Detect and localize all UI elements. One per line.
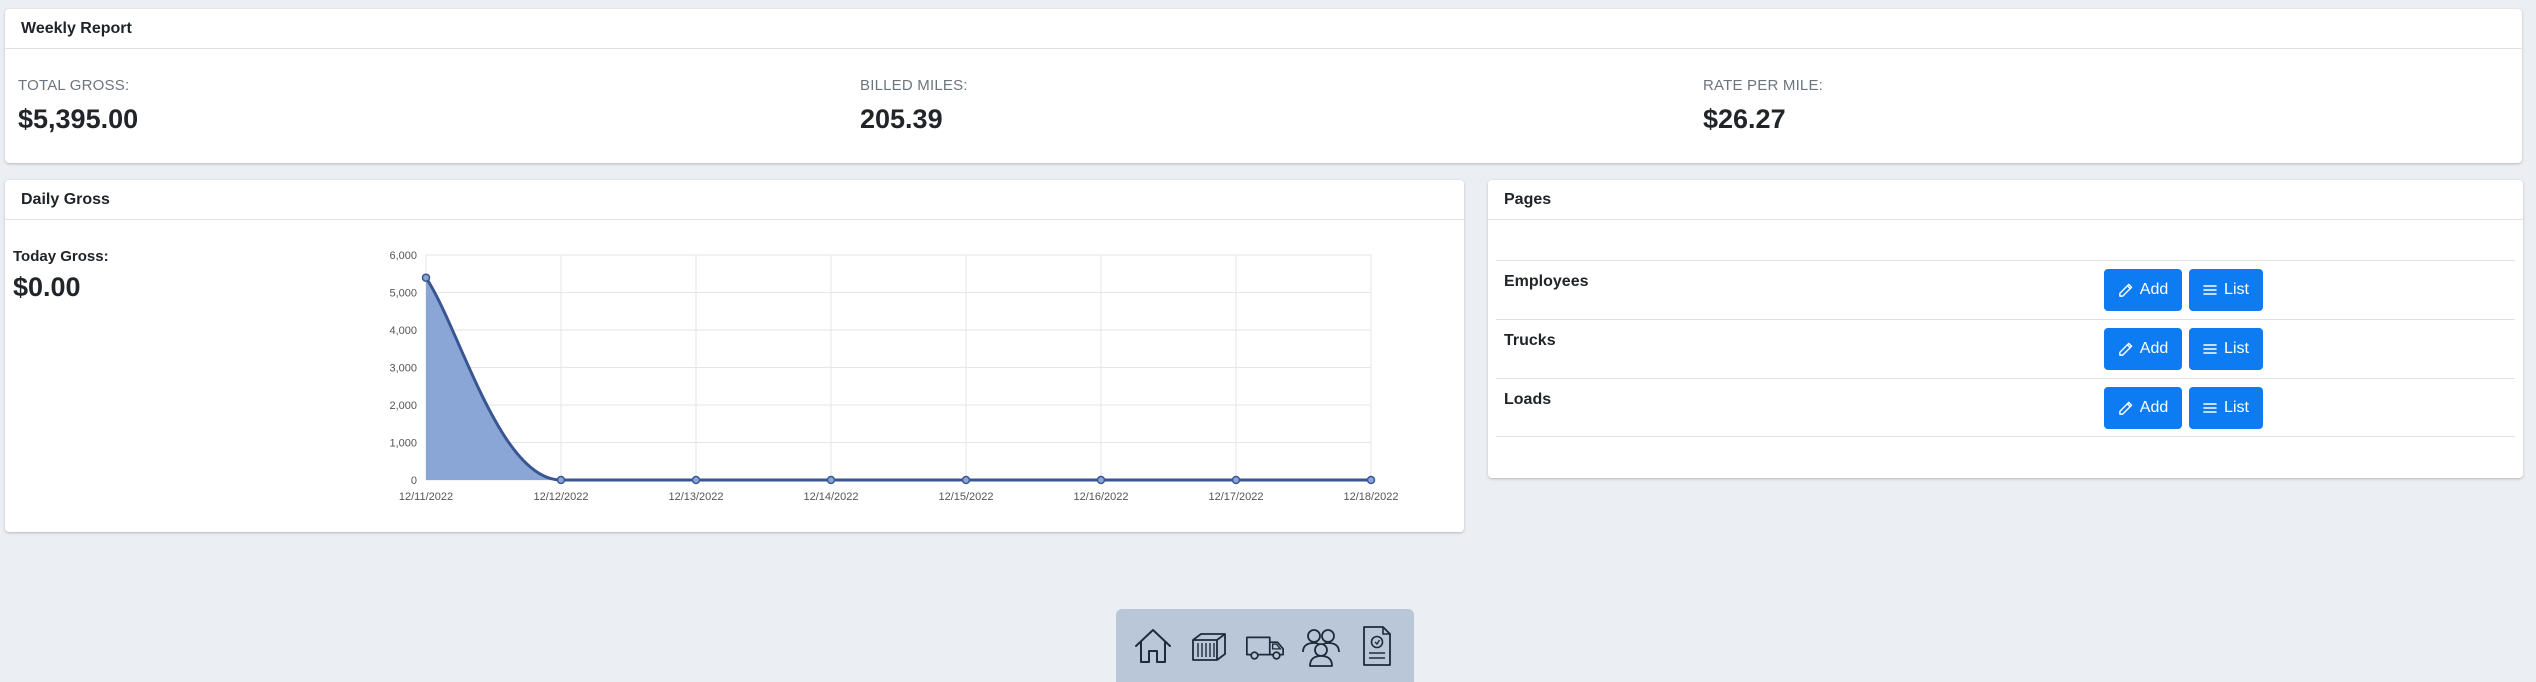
- x-tick-label: 12/14/2022: [803, 491, 858, 503]
- x-tick-label: 12/12/2022: [533, 491, 588, 503]
- pages-title: Pages: [1488, 180, 2523, 220]
- pages-card: Pages Employees Add List Trucks Add List: [1488, 180, 2523, 478]
- y-tick-label: 4,000: [389, 325, 417, 337]
- total-gross-value: $5,395.00: [18, 104, 139, 134]
- nav-containers[interactable]: [1188, 622, 1230, 670]
- page-name-loads: Loads: [1504, 391, 1552, 408]
- x-tick-label: 12/13/2022: [668, 491, 723, 503]
- billed-miles-value: 205.39: [860, 104, 943, 134]
- page-row-employees: Employees Add List: [1496, 260, 2515, 319]
- bottom-nav-dock: [1116, 609, 1414, 682]
- add-button-label: Add: [2139, 281, 2169, 298]
- trucks-list-button[interactable]: List: [2189, 328, 2263, 370]
- pencil-icon: [2118, 342, 2133, 356]
- loads-list-button[interactable]: List: [2189, 387, 2263, 429]
- total-gross-label: TOTAL GROSS:: [18, 77, 130, 94]
- y-tick-label: 5,000: [389, 288, 417, 300]
- users-icon: [1302, 628, 1340, 667]
- daily-gross-card: Daily Gross Today Gross: $0.00 0 1,000 2,0…: [5, 180, 1464, 532]
- daily-gross-title: Daily Gross: [5, 180, 1464, 220]
- list-icon: [2203, 285, 2217, 295]
- list-button-label: List: [2224, 340, 2249, 357]
- x-tick-label: 12/11/2022: [399, 491, 453, 503]
- add-button-label: Add: [2139, 340, 2169, 357]
- truck-icon: [1246, 636, 1284, 660]
- data-point: [961, 475, 971, 485]
- total-gross-stat: TOTAL GROSS: $5,395.00: [18, 77, 138, 135]
- y-tick-label: 6,000: [389, 250, 417, 262]
- billed-miles-stat: BILLED MILES: 205.39: [860, 77, 968, 135]
- list-icon: [2203, 403, 2217, 413]
- y-tick-label: 1,000: [389, 438, 417, 450]
- data-point: [691, 475, 701, 485]
- pencil-icon: [2118, 283, 2133, 297]
- nav-reports[interactable]: [1356, 622, 1398, 670]
- data-point: [826, 475, 836, 485]
- add-button-label: Add: [2139, 399, 2169, 416]
- data-point: [1366, 475, 1376, 485]
- x-tick-label: 12/18/2022: [1343, 491, 1398, 503]
- home-icon: [1135, 628, 1171, 663]
- series-area: [426, 277, 1371, 480]
- today-gross-value: $0.00: [13, 272, 81, 302]
- daily-gross-chart: 0 1,000 2,000 3,000 4,000 5,000 6,000 12/11/202…: [389, 250, 1398, 503]
- today-gross-label: Today Gross:: [13, 248, 109, 265]
- document-icon: [1363, 625, 1391, 666]
- container-icon: [1192, 632, 1226, 661]
- employees-add-button[interactable]: Add: [2104, 269, 2182, 311]
- loads-add-button[interactable]: Add: [2104, 387, 2182, 429]
- x-tick-label: 12/17/2022: [1208, 491, 1263, 503]
- series-line: [424, 276, 1371, 482]
- x-tick-label: 12/16/2022: [1073, 491, 1128, 503]
- pencil-icon: [2118, 401, 2133, 415]
- data-point: [556, 475, 566, 485]
- x-tick-label: 12/15/2022: [938, 491, 993, 503]
- nav-employees[interactable]: [1300, 622, 1342, 670]
- page-name-trucks: Trucks: [1504, 332, 1556, 349]
- employees-list-button[interactable]: List: [2189, 269, 2263, 311]
- nav-home[interactable]: [1132, 622, 1174, 670]
- data-point: [421, 273, 431, 282]
- y-tick-label: 3,000: [389, 363, 417, 375]
- data-point: [1096, 475, 1106, 485]
- billed-miles-label: BILLED MILES:: [860, 77, 968, 94]
- page-row-trucks: Trucks Add List: [1496, 319, 2515, 378]
- list-icon: [2203, 344, 2217, 354]
- trucks-add-button[interactable]: Add: [2104, 328, 2182, 370]
- y-tick-label: 2,000: [389, 400, 417, 412]
- rate-per-mile-value: $26.27: [1703, 104, 1786, 134]
- weekly-report-card: Weekly Report TOTAL GROSS: $5,395.00 BIL…: [5, 9, 2522, 163]
- rate-per-mile-label: RATE PER MILE:: [1703, 77, 1824, 94]
- page-row-loads: Loads Add List: [1496, 378, 2515, 437]
- list-button-label: List: [2224, 281, 2249, 298]
- data-point: [1231, 475, 1241, 485]
- rate-per-mile-stat: RATE PER MILE: $26.27: [1703, 77, 1823, 135]
- nav-trucks[interactable]: [1244, 622, 1286, 670]
- list-button-label: List: [2224, 399, 2249, 416]
- y-tick-label: 0: [411, 475, 417, 487]
- page-name-employees: Employees: [1504, 273, 1589, 290]
- weekly-report-title: Weekly Report: [5, 9, 2522, 49]
- pages-table: Employees Add List Trucks Add List Loads: [1496, 260, 2515, 437]
